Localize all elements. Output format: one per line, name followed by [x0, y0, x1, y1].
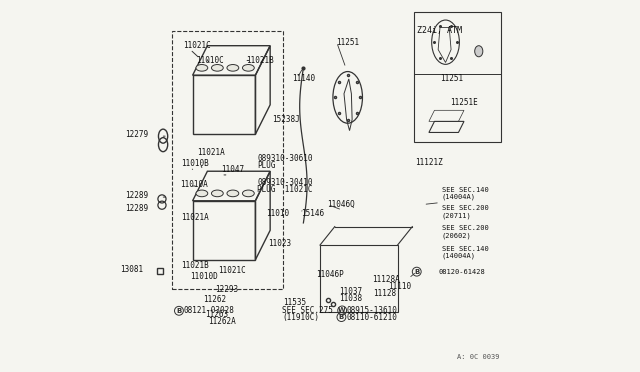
Text: 11535: 11535: [283, 298, 306, 307]
Text: 11263: 11263: [205, 310, 228, 319]
Ellipse shape: [227, 64, 239, 71]
Text: 11262: 11262: [203, 295, 226, 304]
Text: 11121Z: 11121Z: [415, 157, 443, 167]
Bar: [320, 245, 397, 311]
Text: 12289: 12289: [125, 203, 148, 213]
Text: 11047: 11047: [221, 165, 244, 174]
Text: 11021A: 11021A: [197, 148, 225, 157]
Ellipse shape: [475, 46, 483, 57]
Text: 089310-30610: 089310-30610: [257, 154, 313, 163]
Text: (20711): (20711): [442, 212, 472, 219]
Text: 11010C: 11010C: [196, 56, 224, 65]
Text: 11021C: 11021C: [184, 41, 211, 50]
Text: 11021B: 11021B: [246, 56, 274, 65]
Text: 11021A: 11021A: [181, 213, 209, 222]
Text: SEE SEC.200: SEE SEC.200: [442, 225, 488, 231]
Text: 08110-61210: 08110-61210: [347, 313, 397, 322]
Text: 11140: 11140: [292, 74, 316, 83]
Text: 11251: 11251: [337, 38, 360, 46]
Text: 08121-03028: 08121-03028: [184, 306, 234, 315]
Text: 15238J: 15238J: [272, 115, 300, 124]
Text: SEE SEC.200: SEE SEC.200: [442, 205, 488, 211]
Text: B: B: [414, 269, 419, 275]
Text: SEE SEC.140: SEE SEC.140: [442, 187, 488, 193]
Text: 08120-61428: 08120-61428: [438, 269, 485, 275]
Bar: [172, 31, 283, 289]
Text: 11110: 11110: [388, 282, 412, 291]
Text: SEE SEC.275: SEE SEC.275: [282, 306, 333, 315]
Text: 11251: 11251: [440, 74, 463, 83]
Ellipse shape: [243, 190, 254, 197]
Text: 11021C: 11021C: [218, 266, 246, 275]
Text: (11910C): (11910C): [282, 313, 319, 322]
Text: 11021B: 11021B: [181, 261, 209, 270]
Text: 11023: 11023: [268, 239, 291, 248]
Text: 11038: 11038: [339, 294, 362, 303]
Text: 11046P: 11046P: [316, 270, 344, 279]
Text: 08915-13610: 08915-13610: [347, 306, 397, 315]
Text: W: W: [339, 307, 346, 314]
Text: 11037: 11037: [339, 288, 362, 296]
Text: 11128A: 11128A: [372, 275, 399, 284]
Ellipse shape: [227, 190, 239, 197]
Text: 11010: 11010: [266, 209, 289, 218]
Ellipse shape: [196, 64, 208, 71]
Text: 11010B: 11010B: [182, 159, 209, 169]
Ellipse shape: [196, 190, 208, 197]
Text: 11010D: 11010D: [190, 272, 218, 281]
Text: 089310-30410: 089310-30410: [257, 178, 313, 187]
Text: 15146: 15146: [301, 209, 324, 218]
Text: PLUG: PLUG: [257, 161, 276, 170]
Text: 13081: 13081: [120, 264, 143, 273]
Ellipse shape: [211, 190, 223, 197]
Ellipse shape: [243, 64, 254, 71]
Text: 11046Q: 11046Q: [328, 200, 355, 209]
Text: 12279: 12279: [125, 130, 148, 139]
Ellipse shape: [211, 64, 223, 71]
Text: SEE SEC.140: SEE SEC.140: [442, 246, 488, 252]
Text: B: B: [177, 308, 182, 314]
Text: B: B: [339, 314, 344, 320]
Text: (20602): (20602): [442, 232, 472, 239]
Text: (14004A): (14004A): [442, 194, 476, 201]
Text: 12293: 12293: [215, 285, 238, 294]
Text: A: 0C 0039: A: 0C 0039: [456, 353, 499, 359]
Bar: [414, 13, 501, 142]
Text: 12289: 12289: [125, 191, 148, 200]
Text: Z24i, ATM: Z24i, ATM: [417, 26, 461, 35]
Text: (14004A): (14004A): [442, 253, 476, 259]
Text: 11262A: 11262A: [209, 317, 236, 326]
Text: 11251E: 11251E: [451, 99, 478, 108]
Text: 11010A: 11010A: [180, 180, 208, 189]
Text: PLUG  11021C: PLUG 11021C: [257, 185, 313, 194]
Text: 11128: 11128: [374, 289, 397, 298]
